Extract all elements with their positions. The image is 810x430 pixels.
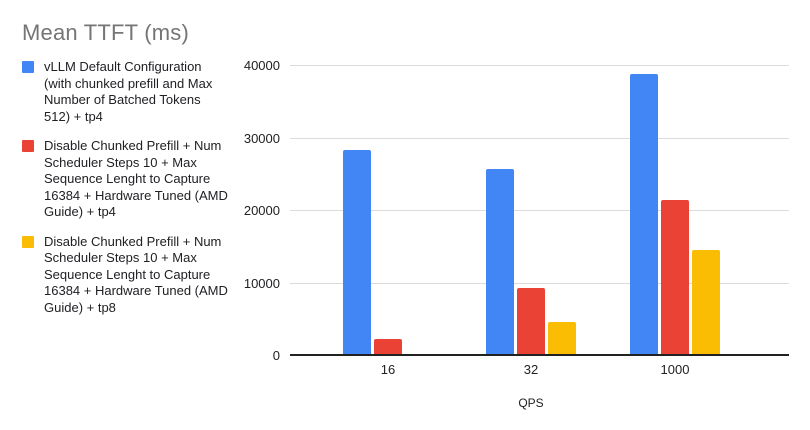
x-axis-title: QPS: [518, 396, 544, 410]
bar-series2-16: [374, 339, 402, 355]
y-axis-tick-label: 30000: [243, 130, 280, 146]
x-axis-tick-label: 1000: [660, 362, 690, 377]
y-axis-tick-label: 10000: [243, 275, 280, 291]
bar-series3-32: [548, 321, 576, 355]
legend-item-label: vLLM Default Configuration (with chunked…: [44, 59, 213, 124]
legend-item-1: vLLM Default Configuration (with chunked…: [22, 59, 232, 125]
y-axis-tick-label: 20000: [243, 203, 280, 218]
legend-swatch-icon: [22, 235, 34, 248]
gridline: [290, 282, 789, 284]
gridline: [290, 137, 789, 139]
x-axis-line: [290, 354, 789, 356]
legend-item-2: Disable Chunked Prefill + Num Scheduler …: [22, 138, 232, 221]
gridline: [290, 65, 789, 66]
legend-swatch-icon: [22, 140, 34, 152]
chart-title: Mean TTFT (ms): [22, 20, 189, 45]
legend-item-label: Disable Chunked Prefill + Num Scheduler …: [44, 233, 228, 315]
y-axis-tick-label: 0: [272, 348, 280, 363]
legend: vLLM Default Configuration (with chunked…: [22, 59, 232, 316]
legend-item-label: Disable Chunked Prefill + Num Scheduler …: [44, 138, 228, 219]
x-axis-tick-label: 32: [523, 362, 539, 377]
bar-series2-32: [517, 287, 545, 355]
bar-series2-1000: [661, 199, 689, 355]
plot-area: QPS 0 10000 20000 30000 40000 16 32 1000: [244, 58, 789, 410]
x-axis-tick-label: 16: [380, 362, 396, 377]
legend-item-3: Disable Chunked Prefill + Num Scheduler …: [22, 234, 232, 317]
legend-swatch-icon: [22, 61, 34, 73]
bar-series1-1000: [630, 73, 658, 355]
bar-series1-16: [343, 149, 371, 355]
gridline: [290, 210, 789, 211]
y-axis-tick-label: 40000: [243, 58, 280, 73]
bar-series3-1000: [692, 249, 720, 355]
bar-series1-32: [486, 168, 514, 355]
